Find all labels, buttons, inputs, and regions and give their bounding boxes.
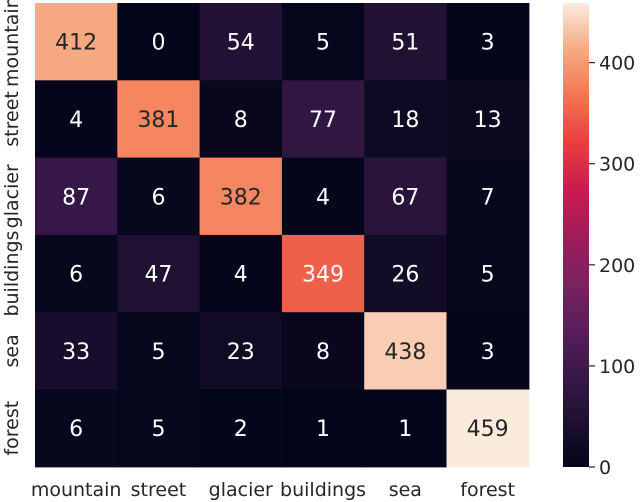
y-axis-tick-labels: mountain street glacier buildings sea forest: [1, 0, 23, 456]
x-axis-tick-labels: mountain street glacier buildings sea forest: [31, 479, 515, 501]
heatmap-cell: [364, 312, 448, 391]
cell-value-label: 7: [481, 185, 495, 210]
heatmap-cell: [446, 312, 530, 391]
y-tick-label: sea: [1, 334, 23, 367]
heatmap-cell: [364, 80, 448, 159]
heatmap-cell: [364, 389, 448, 468]
cell-value-label: 5: [151, 417, 165, 442]
cell-value-label: 3: [481, 340, 495, 365]
cell-value-label: 349: [302, 263, 344, 288]
heatmap-cell: [281, 312, 365, 391]
cell-value-label: 8: [316, 340, 330, 365]
heatmap-cell: [35, 234, 118, 313]
cell-value-label: 54: [227, 31, 255, 56]
y-tick-label: forest: [1, 401, 23, 456]
cell-value-label: 381: [137, 108, 179, 133]
heatmap-cell: [199, 312, 283, 391]
cell-value-label: 412: [55, 31, 97, 56]
x-tick-label: sea: [389, 479, 422, 501]
heatmap-cell: [364, 3, 448, 81]
heatmap-cell: [117, 3, 201, 81]
cell-value-label: 5: [481, 263, 495, 288]
heatmap-cell: [117, 80, 201, 159]
x-tick-label: glacier: [209, 479, 273, 501]
heatmap-cell: [117, 389, 201, 468]
heatmap-cell: [199, 234, 283, 313]
x-tick-label: mountain: [31, 479, 122, 501]
cell-value-label: 47: [144, 263, 172, 288]
y-tick-label: mountain: [1, 0, 23, 87]
heatmap-cell: [199, 157, 283, 236]
y-tick-label: buildings: [1, 231, 23, 317]
y-tick-label: glacier: [1, 164, 23, 228]
heatmap-cell: [35, 3, 118, 81]
cell-value-label: 5: [151, 340, 165, 365]
cell-value-label: 6: [151, 185, 165, 210]
cell-value-label: 4: [316, 185, 330, 210]
cell-value-label: 87: [62, 185, 90, 210]
cell-value-label: 26: [391, 263, 419, 288]
cell-value-label: 51: [391, 31, 419, 56]
heatmap-cells: [35, 3, 530, 468]
cell-value-label: 6: [69, 417, 83, 442]
cell-value-label: 3: [481, 31, 495, 56]
cell-value-label: 13: [474, 108, 502, 133]
cell-value-label: 4: [69, 108, 83, 133]
heatmap-cell: [35, 80, 118, 159]
cell-value-label: 2: [234, 417, 248, 442]
colorbar-tick-label: 300: [599, 154, 635, 176]
heatmap-cell: [281, 157, 365, 236]
cell-value-label: 382: [220, 185, 262, 210]
cell-value-label: 1: [316, 417, 330, 442]
heatmap-cell: [35, 312, 118, 391]
heatmap-cell: [446, 234, 530, 313]
heatmap-cell: [446, 3, 530, 81]
heatmap-cell: [199, 80, 283, 159]
y-tick-label: street: [1, 91, 23, 147]
colorbar-gradient: [563, 3, 589, 467]
cell-value-label: 1: [398, 417, 412, 442]
heatmap-cell: [117, 312, 201, 391]
colorbar-tick-label: 0: [599, 457, 611, 479]
heatmap-cell: [446, 157, 530, 236]
cell-value-label: 0: [151, 31, 165, 56]
cell-value-label: 77: [309, 108, 337, 133]
heatmap-cell: [117, 157, 201, 236]
x-tick-label: forest: [460, 479, 515, 501]
heatmap-cell: [199, 3, 283, 81]
heatmap-cell: [364, 234, 448, 313]
cell-value-label: 8: [234, 108, 248, 133]
heatmap-cell: [35, 157, 118, 236]
colorbar-tick-label: 400: [599, 53, 635, 75]
cell-value-label: 6: [69, 263, 83, 288]
cell-value-label: 23: [227, 340, 255, 365]
colorbar-tick-label: 100: [599, 356, 635, 378]
cell-value-label: 33: [62, 340, 90, 365]
heatmap-cell: [35, 389, 118, 468]
heatmap-cell: [281, 234, 365, 313]
cell-value-label: 4: [234, 263, 248, 288]
x-tick-label: street: [131, 479, 187, 501]
heatmap-cell: [117, 234, 201, 313]
cell-value-label: 5: [316, 31, 330, 56]
cell-value-label: 459: [467, 417, 509, 442]
heatmap-cell: [199, 389, 283, 468]
x-tick-label: buildings: [280, 479, 366, 501]
heatmap-cell: [281, 3, 365, 81]
cell-value-label: 438: [384, 340, 426, 365]
heatmap-cell: [281, 389, 365, 468]
colorbar-tick-label: 200: [599, 255, 635, 277]
cell-value-label: 67: [391, 185, 419, 210]
colorbar: 0 100 200 300 400: [563, 3, 635, 479]
heatmap-cell: [281, 80, 365, 159]
heatmap-cell: [446, 80, 530, 159]
cell-value-label: 18: [391, 108, 419, 133]
heatmap-cell: [364, 157, 448, 236]
heatmap-cell: [446, 389, 530, 468]
